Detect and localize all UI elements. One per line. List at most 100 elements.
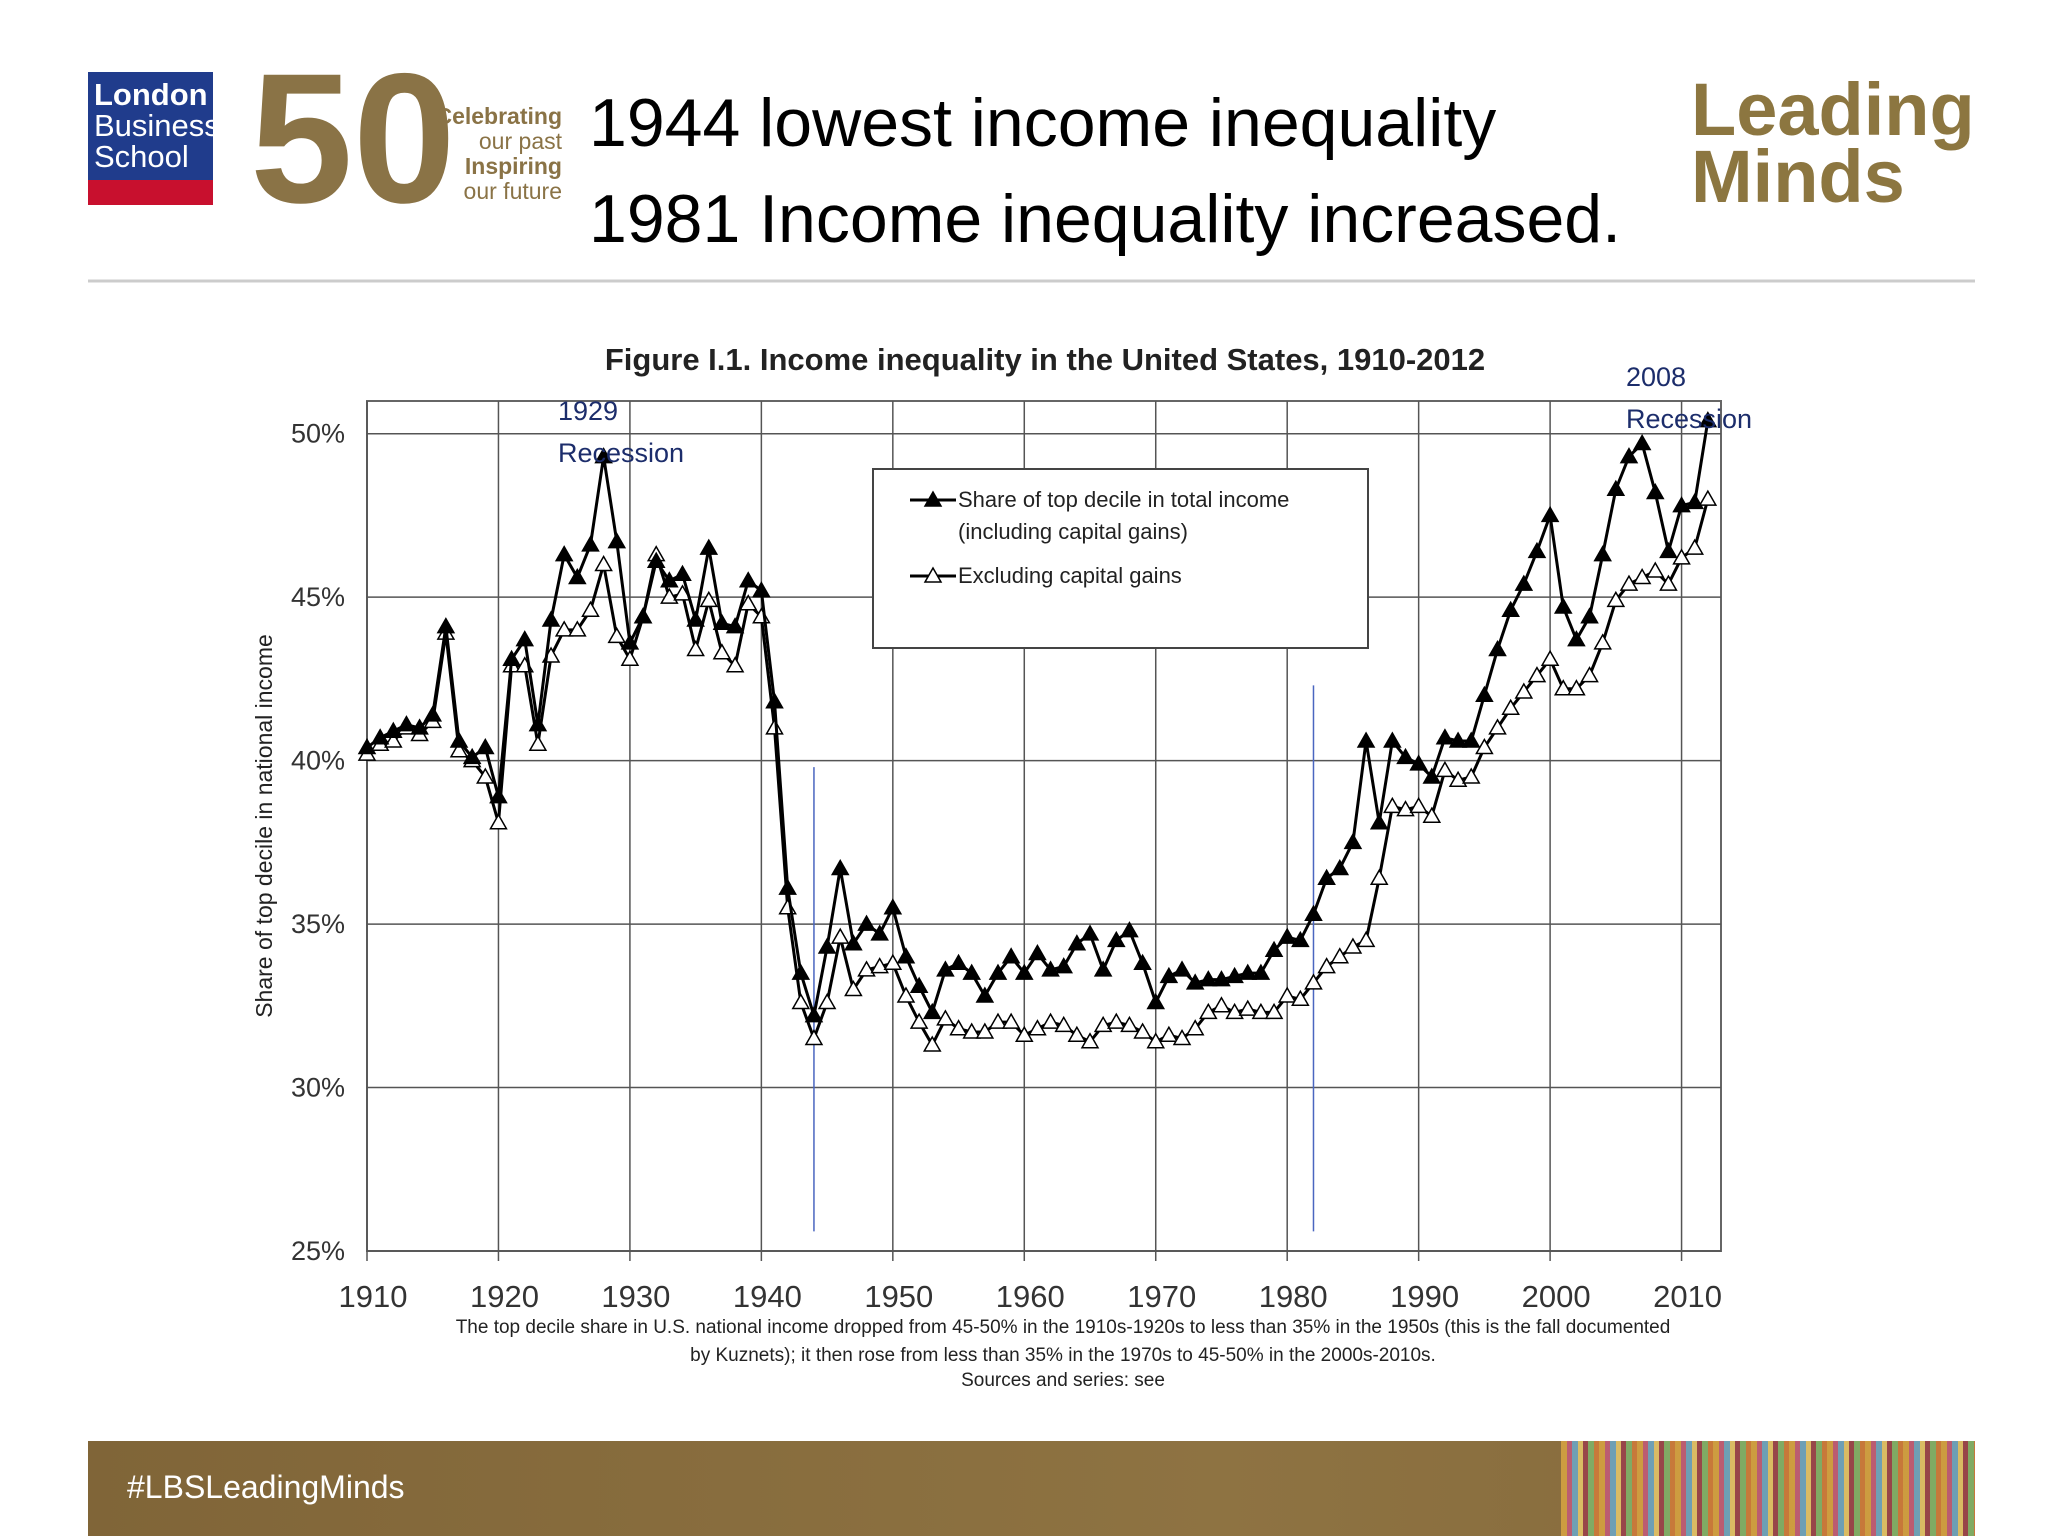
data-point [1567,630,1586,647]
data-point [1133,1022,1152,1039]
data-point [1369,868,1389,886]
data-point [1093,960,1113,977]
data-point [752,581,771,598]
data-point [1659,541,1678,559]
brand: Minds [1691,135,1905,218]
hashtag: #LBSLeadingMinds [127,1469,405,1505]
tagline: Celebrating [435,103,562,129]
data-point [660,571,679,588]
data-point [1001,1012,1021,1029]
data-point [1199,970,1218,987]
data-point [1054,957,1074,974]
data-point [1264,940,1284,957]
x-tick-label: 1950 [864,1279,933,1314]
x-tick-label: 1910 [339,1279,408,1314]
data-point [673,564,692,582]
data-point [791,993,811,1010]
data-point [1212,996,1231,1013]
tagline: our future [464,178,562,204]
data-point [1553,679,1573,696]
data-point [1317,957,1336,974]
data-point [1580,666,1599,683]
data-point [1461,767,1481,784]
data-point [1448,731,1468,748]
slide-title: 1944 lowest income inequality [589,85,1496,161]
data-point [449,741,469,758]
data-point [765,692,784,709]
data-point [817,993,837,1010]
data-point [1435,728,1455,745]
data-point [1356,731,1376,748]
footer: #LBSLeadingMinds [88,1441,1975,1536]
data-point [1120,1015,1139,1033]
data-point [607,532,627,549]
data-point [778,878,797,895]
data-point [1264,1002,1284,1020]
data-point [1540,649,1560,667]
data-point [1330,947,1350,964]
data-point [988,963,1008,980]
data-point [1409,796,1428,814]
data-point [1133,953,1152,971]
data-point [1304,973,1323,990]
data-point [1251,1002,1271,1020]
data-point [1291,930,1310,948]
data-point [962,963,981,980]
data-point [1277,986,1297,1003]
data-point [936,1009,955,1026]
data-point [541,610,561,627]
data-point [1291,989,1310,1007]
data-point [1593,633,1612,650]
data-point [1580,607,1599,624]
caption: The top decile share in U.S. national in… [455,1317,1671,1366]
data-point [1645,561,1665,578]
data-point [1645,483,1665,500]
logo-text: London [94,77,208,112]
data-point [1185,1019,1205,1036]
data-point [1383,731,1402,748]
data-point [870,957,889,974]
data-point [646,551,666,568]
data-point [1185,973,1205,990]
logo-text: School [94,139,189,174]
data-point [1475,685,1494,702]
y-tick-label: 50% [291,419,345,449]
data-point [975,986,995,1003]
data-point [1475,738,1494,755]
data-point [1238,963,1258,980]
data-point [1698,411,1718,428]
data-point [1606,479,1626,497]
data-point [1107,930,1126,948]
tagline: our past [479,128,563,154]
data-point [791,963,811,980]
data-point [738,594,758,611]
data-point [489,813,508,830]
data-point [1146,993,1166,1010]
x-tick-label: 1970 [1127,1279,1196,1314]
data-point [1014,1025,1034,1042]
data-point [870,924,889,941]
data-point [725,617,745,634]
x-tick-label: 1990 [1390,1279,1459,1314]
data-point [1514,682,1534,699]
data-point [909,1012,929,1029]
data-point [436,617,456,634]
data-point [607,626,627,644]
legend-entry: Excluding capital gains [908,560,1358,592]
data-point [1685,492,1705,510]
data-point [909,976,929,993]
data-point [857,960,876,977]
data-point [1396,800,1415,817]
data-point [1632,568,1652,585]
legend-swatch [910,490,956,507]
data-point [857,914,876,931]
data-point [1146,1032,1166,1049]
y-tick-label: 25% [291,1236,345,1266]
data-point [1304,904,1323,922]
data-point [1120,921,1139,938]
y-tick-label: 40% [291,746,345,776]
data-point [896,947,916,964]
data-point [1619,574,1639,591]
data-point [370,728,390,745]
